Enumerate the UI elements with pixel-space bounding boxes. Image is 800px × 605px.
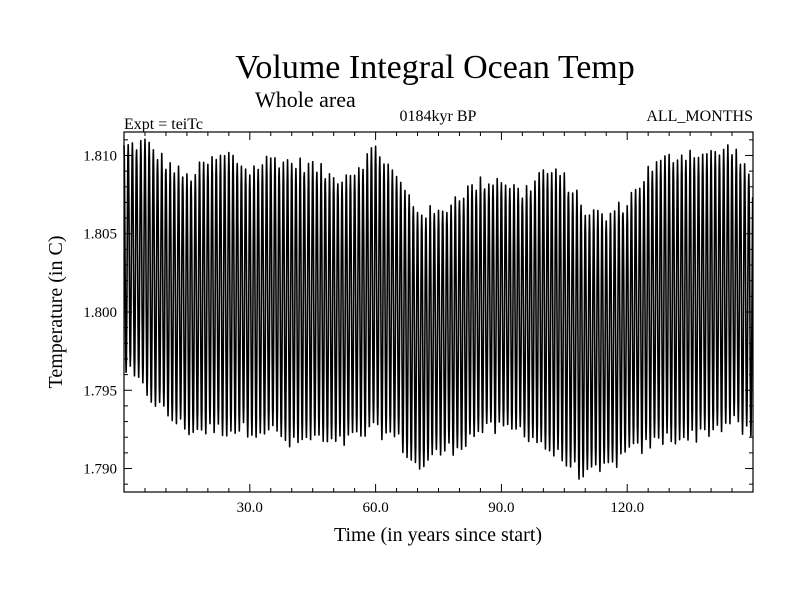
chart-title: Volume Integral Ocean Temp bbox=[235, 49, 635, 86]
y-tick-label: 1.805 bbox=[83, 227, 117, 243]
y-tick-label: 1.795 bbox=[83, 383, 117, 399]
y-tick-label: 1.810 bbox=[83, 148, 117, 164]
x-tick-label: 30.0 bbox=[237, 500, 263, 516]
x-tick-label: 60.0 bbox=[362, 500, 388, 516]
x-tick-label: 90.0 bbox=[488, 500, 514, 516]
experiment-label: Expt = teiTc bbox=[124, 116, 203, 133]
y-tick-label: 1.790 bbox=[83, 462, 117, 478]
x-axis-label: Time (in years since start) bbox=[334, 524, 542, 546]
period-label: 0184kyr BP bbox=[400, 108, 477, 125]
temperature-series-line bbox=[123, 138, 754, 480]
axis-layer: 30.0 60.0 90.0 120.0 1.790 1.795 1.800 1.805 1.8… bbox=[83, 132, 753, 516]
months-label: ALL_MONTHS bbox=[646, 108, 753, 125]
chart-subtitle: Whole area bbox=[255, 87, 356, 112]
y-tick-label: 1.800 bbox=[83, 305, 117, 321]
y-axis-label: Temperature (in C) bbox=[45, 236, 67, 389]
x-tick-label: 120.0 bbox=[610, 500, 644, 516]
plot-layer bbox=[123, 138, 754, 480]
